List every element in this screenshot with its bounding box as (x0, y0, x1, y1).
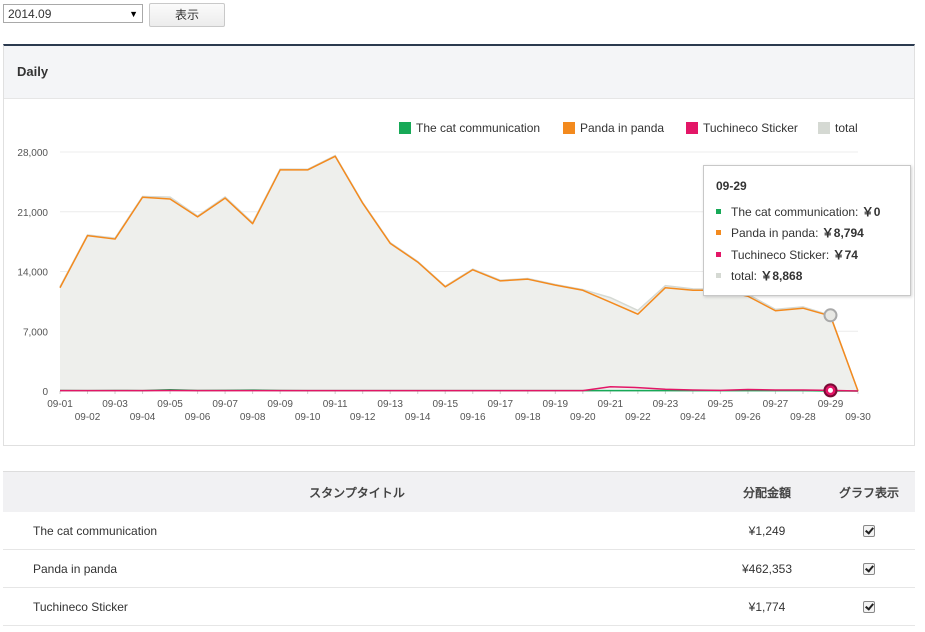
x-tick-label: 09-02 (75, 412, 101, 423)
x-tick-label: 09-10 (295, 412, 321, 423)
x-tick-label: 09-05 (157, 399, 183, 410)
stamp-title: Tuchineco Sticker (3, 587, 711, 626)
stamp-title: The cat communication (3, 512, 711, 550)
header-graph: グラフ表示 (823, 471, 915, 512)
x-tick-label: 09-18 (515, 412, 541, 423)
tooltip-value: ￥0 (861, 205, 881, 219)
tooltip-date: 09-29 (716, 179, 747, 193)
legend-label: total (835, 121, 858, 135)
x-tick-label: 09-03 (102, 399, 128, 410)
stamp-table: スタンプタイトル 分配金額 グラフ表示 The cat communicatio… (3, 471, 915, 626)
graph-checkbox[interactable] (863, 563, 875, 576)
tooltip-row-total: total: ￥8,868 (716, 268, 802, 284)
stamp-amount: ¥1,774 (711, 587, 823, 626)
tooltip-value: ￥74 (832, 248, 858, 262)
dropdown-arrow-icon: ▼ (129, 9, 138, 19)
y-tick-label: 28,000 (17, 148, 48, 159)
legend-label: Panda in panda (580, 121, 664, 135)
daily-panel: Daily (3, 44, 915, 446)
month-select-value: 2014.09 (8, 7, 52, 21)
x-tick-label: 09-06 (185, 412, 211, 423)
table-header-row: スタンプタイトル 分配金額 グラフ表示 (3, 471, 915, 512)
x-tick-label: 09-25 (708, 399, 734, 410)
x-tick-label: 09-07 (212, 399, 238, 410)
x-tick-label: 09-08 (240, 412, 266, 423)
x-tick-label: 09-17 (487, 399, 513, 410)
x-tick-label: 09-21 (598, 399, 624, 410)
tooltip-value: ￥8,794 (821, 226, 864, 240)
stamp-amount: ¥1,249 (711, 512, 823, 550)
x-tick-label: 09-27 (763, 399, 789, 410)
x-tick-label: 09-11 (323, 399, 348, 410)
x-tick-label: 09-15 (432, 399, 458, 410)
x-tick-label: 09-09 (267, 399, 293, 410)
x-tick-label: 09-22 (625, 412, 651, 423)
series-area-total (60, 155, 858, 391)
x-tick-label: 09-12 (350, 412, 376, 423)
x-tick-label: 09-23 (653, 399, 679, 410)
tooltip-row-panda: Panda in panda: ￥8,794 (716, 225, 864, 241)
tooltip-label: Panda in panda: (731, 226, 819, 240)
x-tick-label: 09-20 (570, 412, 596, 423)
legend-swatch (399, 122, 411, 134)
x-tick-label: 09-29 (818, 399, 844, 410)
graph-checkbox[interactable] (863, 601, 875, 614)
y-tick-label: 0 (42, 387, 48, 398)
series-line-tuchineco (59, 385, 859, 392)
x-tick-label: 09-16 (460, 412, 486, 423)
x-tick-label: 09-30 (845, 412, 871, 423)
y-tick-label: 21,000 (17, 208, 48, 219)
tooltip-label: total: (731, 269, 758, 283)
tooltip-dot-icon (716, 209, 721, 215)
legend-swatch (686, 122, 698, 134)
tooltip-row-cat: The cat communication: ￥0 (716, 204, 880, 220)
tooltip-label: Tuchineco Sticker: (731, 248, 830, 262)
tooltip-dot-icon (716, 273, 721, 279)
month-select[interactable]: 2014.09 ▼ (3, 4, 143, 23)
table-row: Panda in panda ¥462,353 (3, 549, 915, 588)
legend-label: Tuchineco Sticker (703, 121, 798, 135)
header-title: スタンプタイトル (3, 471, 711, 512)
tooltip-label: The cat communication: (731, 205, 859, 219)
hover-point-total (823, 308, 838, 323)
x-tick-label: 09-13 (377, 399, 403, 410)
stamp-title: Panda in panda (3, 549, 711, 588)
x-tick-label: 09-24 (680, 412, 706, 423)
show-button[interactable]: 表示 (149, 3, 225, 27)
graph-checkbox[interactable] (863, 525, 875, 538)
y-tick-label: 14,000 (17, 268, 48, 279)
tooltip-dot-icon (716, 252, 721, 258)
tooltip-value: ￥8,868 (760, 269, 803, 283)
panel-header: Daily (4, 46, 914, 99)
legend-swatch (818, 122, 830, 134)
panel-title: Daily (17, 64, 49, 79)
table-row: Tuchineco Sticker ¥1,774 (3, 587, 915, 626)
x-tick-label: 09-26 (735, 412, 761, 423)
tooltip-row-tuchineco: Tuchineco Sticker: ￥74 (716, 247, 858, 263)
hover-point-center (827, 387, 833, 393)
y-tick-label: 7,000 (23, 327, 48, 338)
x-tick-label: 09-28 (790, 412, 816, 423)
tooltip-dot-icon (716, 230, 721, 236)
stamp-amount: ¥462,353 (711, 549, 823, 588)
header-amount: 分配金額 (711, 471, 823, 512)
legend-label: The cat communication (416, 121, 540, 135)
x-tick-label: 09-14 (405, 412, 431, 423)
x-tick-label: 09-04 (130, 412, 156, 423)
x-tick-label: 09-19 (543, 399, 569, 410)
x-tick-label: 09-01 (47, 399, 73, 410)
chart-tooltip: 09-29 The cat communication: ￥0 Panda in… (703, 165, 911, 296)
table-row: The cat communication ¥1,249 (3, 512, 915, 550)
daily-chart: 07,00014,00021,00028,00009-0109-0209-030… (17, 121, 871, 423)
legend-swatch (563, 122, 575, 134)
